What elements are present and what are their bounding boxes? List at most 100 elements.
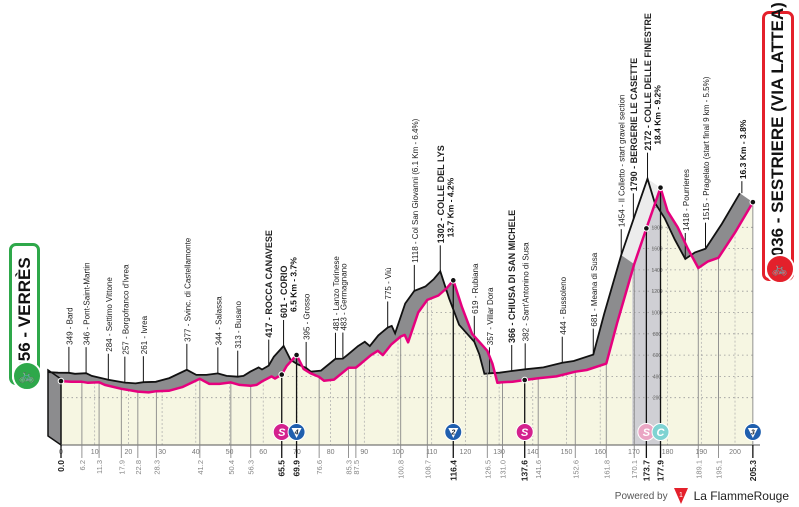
brand-name: La FlammeRouge bbox=[693, 489, 789, 503]
km-label: 50.4 bbox=[227, 460, 236, 475]
powered-by-text: Powered by bbox=[614, 490, 668, 502]
waypoint-label: 444 - Bussoleno bbox=[559, 276, 568, 334]
waypoint-label: 601 - CORIO bbox=[279, 265, 289, 318]
km-label: 189.1 bbox=[694, 460, 703, 479]
km-label: 170.1 bbox=[630, 460, 639, 479]
km-label: 76.6 bbox=[315, 460, 324, 475]
bicycle-icon: 🚲 bbox=[12, 361, 42, 391]
waypoint-label: 1515 - Pragelato (start final 9 km - 5.5… bbox=[702, 76, 711, 220]
km-label: 6.2 bbox=[78, 460, 87, 470]
waypoint-dot bbox=[57, 377, 65, 385]
waypoint-label: 1790 - BERGERIE LE CASETTE bbox=[629, 58, 639, 192]
marker-label: 3 bbox=[751, 430, 755, 437]
waypoint-label: 349 - Bard bbox=[65, 307, 74, 344]
km-label: 28.3 bbox=[152, 460, 161, 475]
marker-label: S bbox=[643, 427, 651, 439]
elevation-tick-label: 1000 bbox=[651, 311, 662, 317]
bicycle-icon: 🚲 bbox=[765, 254, 795, 284]
km-label: 11.3 bbox=[95, 460, 104, 474]
waypoint-label: 313 - Busano bbox=[234, 301, 243, 349]
waypoint-label: 261 - Ivrea bbox=[140, 315, 149, 354]
km-label: 85.3 bbox=[344, 460, 353, 475]
waypoint-label: 366 - CHIUSA DI SAN MICHELE bbox=[507, 210, 517, 343]
marker-label: 4 bbox=[294, 430, 299, 437]
kom-triangle-icon bbox=[291, 428, 302, 438]
flamme-rouge-logo-icon: 1 bbox=[673, 488, 688, 504]
km-tick-label: 40 bbox=[192, 449, 200, 456]
cima-coppi-marker-icon bbox=[651, 423, 670, 441]
km-label: 131.0 bbox=[498, 460, 507, 479]
climb-stats-label: 6.5 Km - 3.7% bbox=[289, 257, 299, 312]
km-tick-label: 20 bbox=[125, 449, 133, 456]
waypoint-label: 257 - Borgofranco d'Ivrea bbox=[121, 264, 130, 355]
waypoint-label: 1118 - Col San Giovanni (6.1 Km - 6.4%) bbox=[411, 118, 420, 263]
waypoint-dot bbox=[749, 198, 757, 206]
waypoint-label: 1302 - COLLE DEL LYS bbox=[436, 145, 446, 243]
km-label: 22.8 bbox=[134, 460, 143, 475]
start-label: 356 - VERRÈS bbox=[14, 257, 34, 371]
km-label: 126.5 bbox=[483, 460, 492, 479]
footer: Powered by 1 La FlammeRouge bbox=[615, 488, 789, 504]
km-label: 141.6 bbox=[534, 460, 543, 479]
waypoint-label: 377 - Svinc. di Castellamonte bbox=[183, 237, 192, 342]
km-label: 116.4 bbox=[448, 460, 458, 481]
waypoint-label: 619 - Rubiana bbox=[471, 263, 480, 314]
road-profile-line bbox=[60, 186, 754, 394]
km-label: 0.0 bbox=[56, 460, 66, 472]
km-tick-label: 90 bbox=[360, 449, 368, 456]
km-label: 137.6 bbox=[520, 460, 530, 482]
waypoint-label: 395 - Grosso bbox=[303, 293, 312, 340]
marker-label: C bbox=[657, 427, 666, 439]
waypoint-dot bbox=[293, 351, 300, 359]
km-label: 177.9 bbox=[656, 460, 666, 482]
marker-label: S bbox=[521, 427, 529, 439]
km-label: 65.5 bbox=[277, 460, 287, 477]
ground-area bbox=[61, 187, 753, 445]
km-tick-label: 130 bbox=[493, 449, 505, 456]
kom-triangle-icon bbox=[448, 428, 459, 438]
elevation-tick-label: 1800 bbox=[651, 225, 662, 231]
km-label: 152.6 bbox=[571, 460, 580, 479]
waypoint-label: 346 - Pont-Saint-Martin bbox=[83, 262, 92, 345]
gravel-relief-band bbox=[621, 178, 661, 265]
km-label: 87.5 bbox=[352, 460, 361, 475]
waypoint-label: 481 - Lanzo Torinese bbox=[332, 256, 341, 331]
km-tick-label: 180 bbox=[662, 449, 674, 456]
elevation-tick-label: 1200 bbox=[651, 289, 662, 295]
km-tick-label: 100 bbox=[392, 449, 404, 456]
climb-stats-label: 16.3 Km - 3.8% bbox=[738, 119, 748, 179]
km-label: 69.9 bbox=[292, 460, 302, 477]
km-label: 205.3 bbox=[748, 460, 758, 482]
km-label: 100.8 bbox=[397, 460, 406, 479]
km-label: 173.7 bbox=[641, 460, 651, 482]
km-tick-label: 30 bbox=[158, 449, 166, 456]
waypoint-label: 681 - Meana di Susa bbox=[590, 252, 599, 326]
km-tick-label: 190 bbox=[695, 449, 707, 456]
waypoint-label: 1418 - Pourrieres bbox=[682, 169, 691, 231]
km-tick-label: 80 bbox=[327, 449, 335, 456]
km-tick-label: 50 bbox=[226, 449, 234, 456]
km-tick-label: 120 bbox=[460, 449, 472, 456]
km-tick-label: 150 bbox=[561, 449, 573, 456]
climb-stats-label: 13.7 Km - 4.2% bbox=[445, 177, 455, 237]
km-label: 56.3 bbox=[247, 460, 256, 475]
waypoint-dot bbox=[521, 376, 529, 384]
sprint-marker-icon bbox=[515, 423, 534, 441]
waypoint-label: 775 - Viù bbox=[384, 268, 393, 300]
svg-text:1: 1 bbox=[679, 492, 683, 499]
relief-top-line bbox=[47, 175, 741, 385]
marker-label: 2 bbox=[450, 430, 455, 437]
km-label: 41.2 bbox=[196, 460, 205, 475]
km-label: 17.9 bbox=[117, 460, 126, 475]
waypoint-dot bbox=[449, 277, 457, 284]
finish-label: 2036 - SESTRIERE (VIA LATTEA) bbox=[768, 2, 787, 266]
elevation-tick-label: 1600 bbox=[651, 247, 662, 253]
waypoint-label: 483 - Germagnano bbox=[339, 263, 348, 331]
climb-stats-label: 18.4 Km - 9.2% bbox=[653, 85, 663, 145]
waypoint-label: 382 - Sant'Antonino di Susa bbox=[522, 242, 531, 341]
km-label: 108.7 bbox=[423, 460, 432, 479]
marker-label: S bbox=[278, 427, 286, 439]
elevation-tick-label: 1400 bbox=[651, 268, 662, 274]
km-tick-label: 110 bbox=[426, 449, 437, 456]
